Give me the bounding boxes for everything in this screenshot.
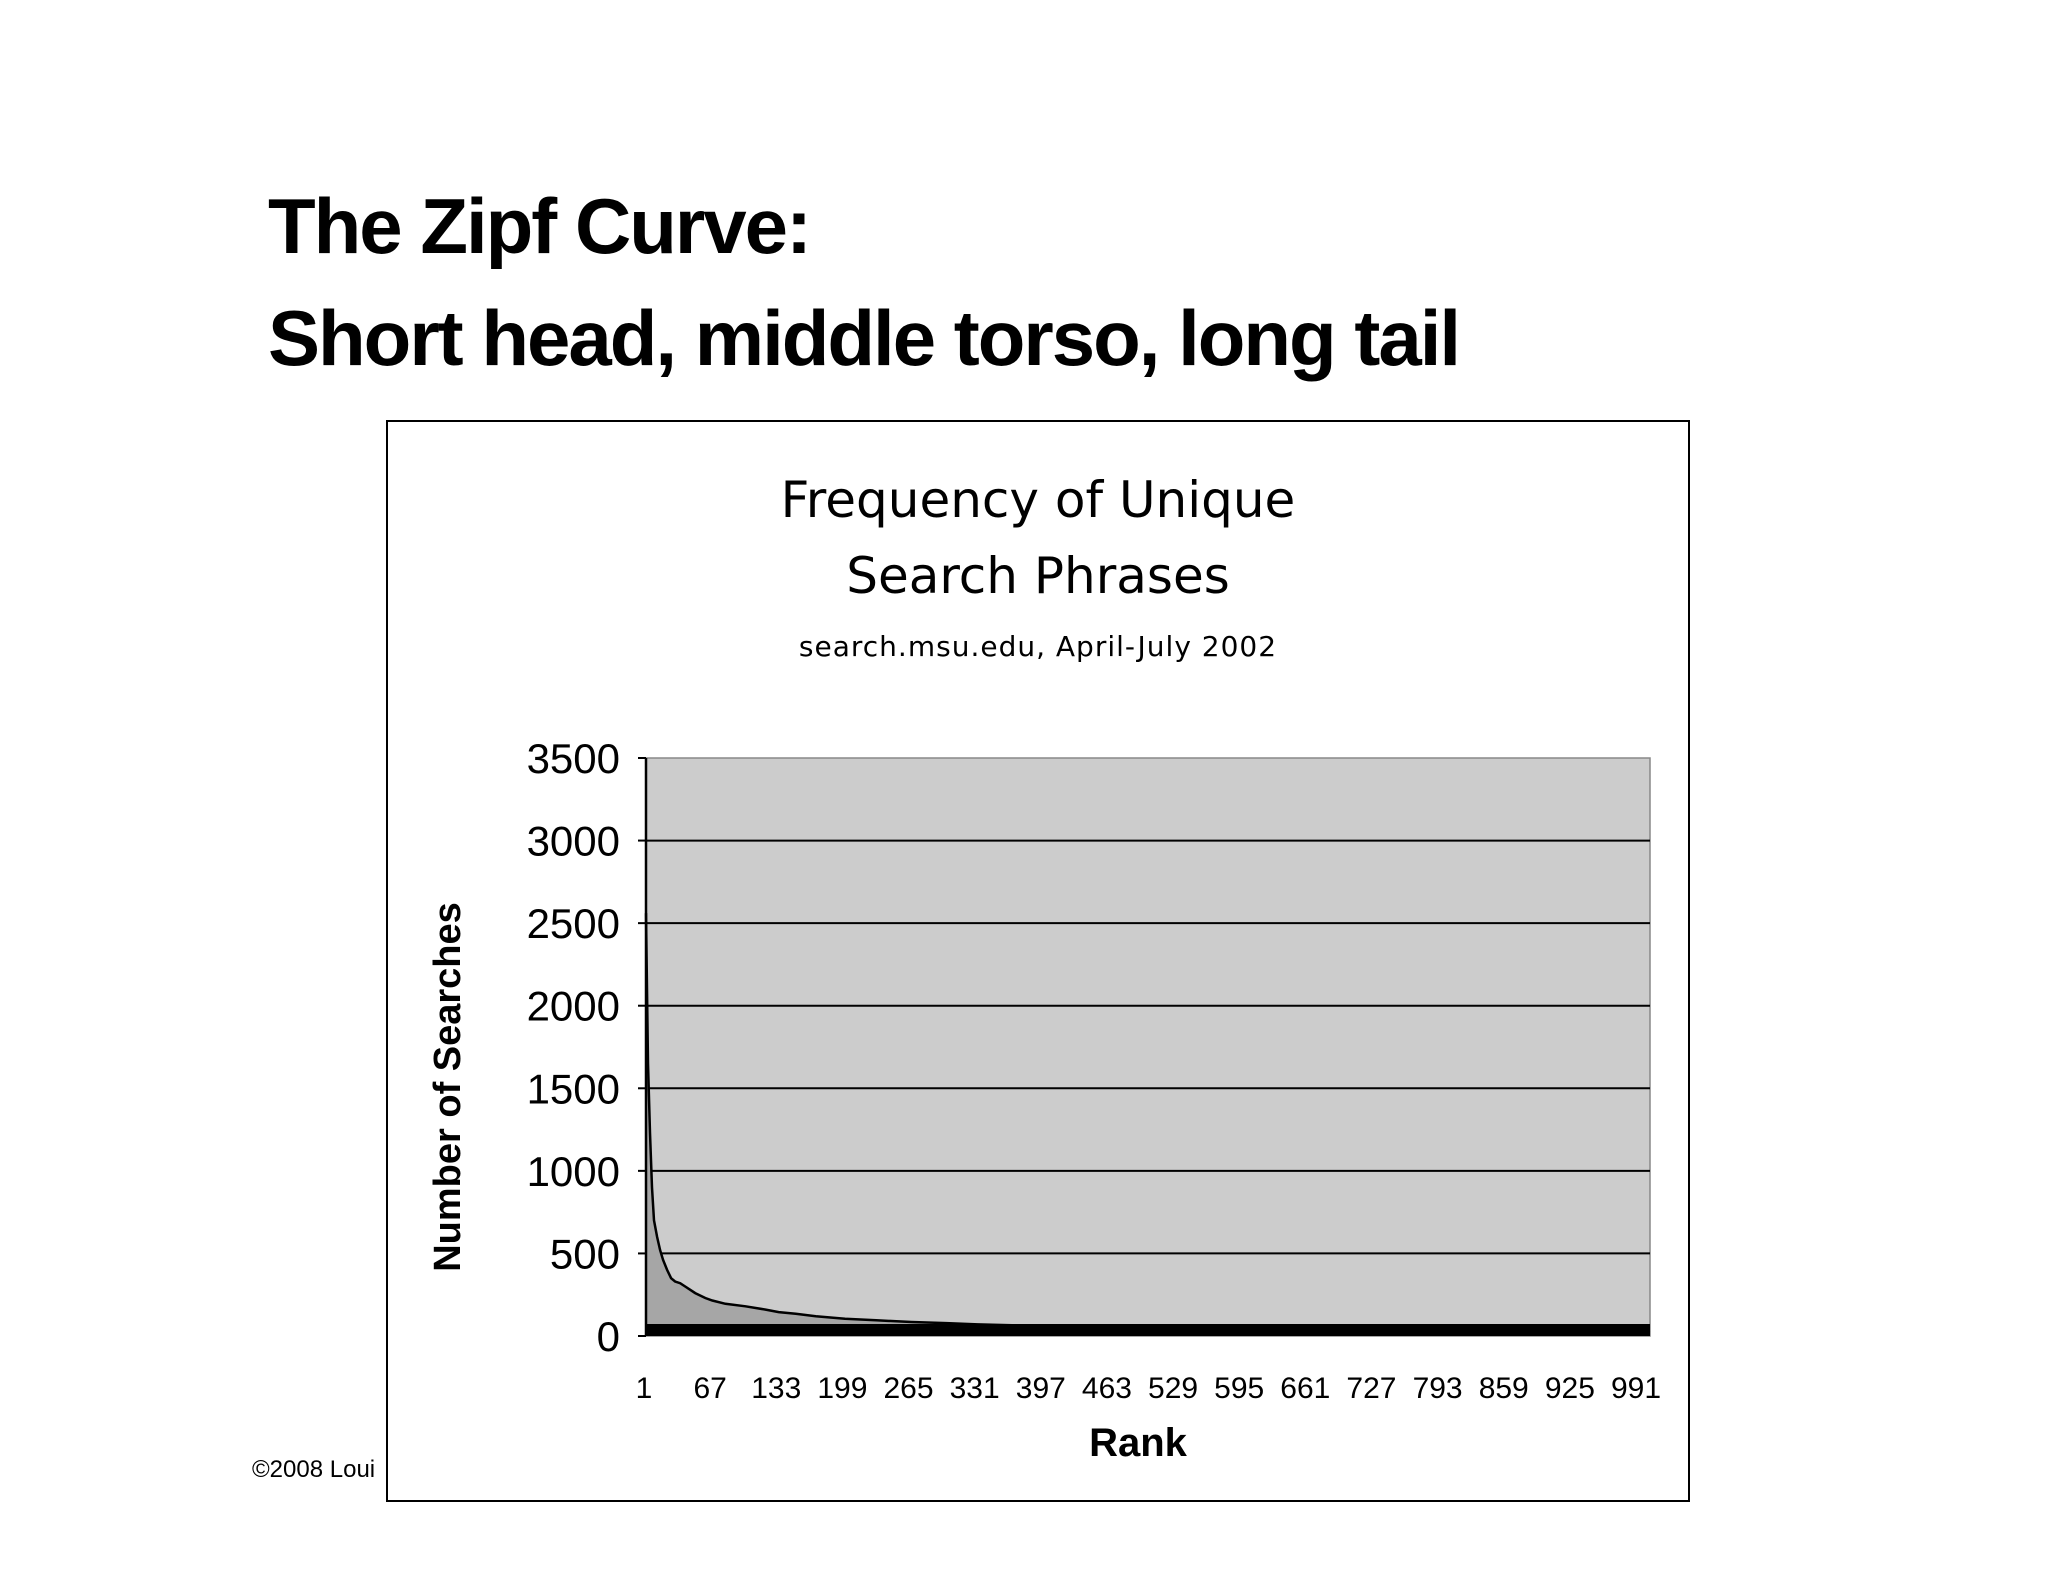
x-tick-label: 133 [751, 1372, 801, 1405]
x-tick-label: 265 [884, 1372, 934, 1405]
chart-title-line-1: Frequency of Unique [780, 471, 1296, 529]
chart-title-line-2: Search Phrases [846, 547, 1230, 605]
x-tick-labels: 1 67 133 199 265 331 397 463 529 595 661 727 793 859 9… [636, 1372, 1661, 1405]
y-tick-label: 2000 [527, 983, 620, 1030]
y-tick-label: 2500 [527, 900, 620, 947]
slide-title-line-1: The Zipf Curve: [268, 182, 812, 270]
chart-subtitle: search.msu.edu, April-July 2002 [798, 630, 1278, 663]
x-tick-label: 727 [1346, 1372, 1396, 1405]
gridlines [638, 757, 1650, 1337]
x-tick-label: 793 [1413, 1372, 1463, 1405]
x-tick-label: 991 [1611, 1372, 1661, 1405]
copyright-notice: ©2008 Loui [252, 1456, 376, 1483]
x-tick-label: 595 [1214, 1372, 1264, 1405]
x-axis-label: Rank [1089, 1421, 1188, 1465]
x-axis-baseline [646, 1324, 1650, 1336]
x-tick-label: 199 [817, 1372, 867, 1405]
x-tick-label: 859 [1479, 1372, 1529, 1405]
x-tick-label: 1 [636, 1372, 653, 1405]
zipf-chart: 0 500 1000 1500 2000 2500 3000 3500 1 67 133 199 26… [427, 735, 1661, 1465]
y-axis-label: Number of Searches [427, 902, 469, 1272]
y-tick-label: 3000 [527, 818, 620, 865]
x-tick-label: 67 [693, 1372, 726, 1405]
y-tick-label: 1000 [527, 1148, 620, 1195]
plot-area [645, 757, 1651, 1337]
x-tick-label: 463 [1082, 1372, 1132, 1405]
chart-frame: Frequency of Unique Search Phrases searc… [386, 420, 1690, 1502]
y-tick-label: 1500 [527, 1065, 620, 1112]
chart-title: Frequency of Unique Search Phrases [388, 462, 1688, 614]
axes [644, 758, 1650, 1336]
slide-title: The Zipf Curve: Short head, middle torso… [268, 170, 1461, 394]
y-tick-label: 3500 [527, 735, 620, 782]
x-tick-label: 529 [1148, 1372, 1198, 1405]
y-tick-label: 500 [550, 1230, 620, 1277]
x-tick-label: 925 [1545, 1372, 1595, 1405]
x-tick-label: 661 [1280, 1372, 1330, 1405]
x-tick-label: 331 [950, 1372, 1000, 1405]
y-tick-labels: 0 500 1000 1500 2000 2500 3000 3500 [527, 735, 620, 1360]
x-tick-label: 397 [1016, 1372, 1066, 1405]
slide-title-line-2: Short head, middle torso, long tail [268, 294, 1461, 382]
y-tick-label: 0 [597, 1313, 620, 1360]
